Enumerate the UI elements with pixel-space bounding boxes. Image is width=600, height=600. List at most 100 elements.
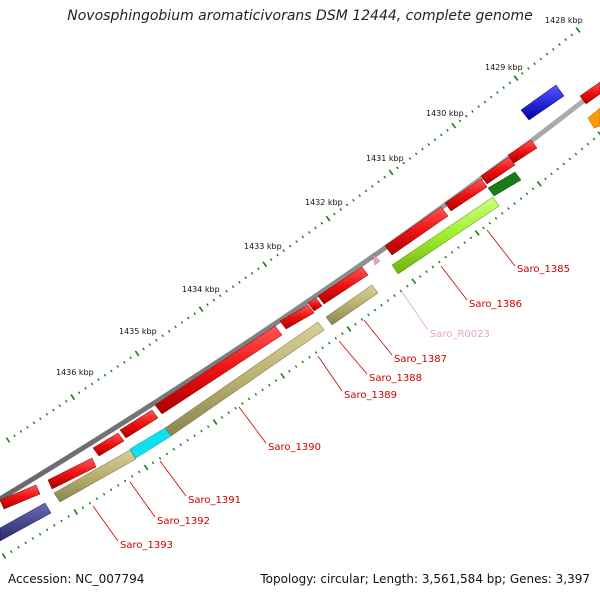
tick-mark (463, 241, 466, 245)
cds-feature[interactable] (444, 178, 488, 212)
tick-mark (295, 240, 298, 243)
cds-feature[interactable] (325, 284, 379, 326)
gene-label[interactable]: Saro_1393 (120, 540, 173, 551)
cds-feature[interactable] (47, 457, 97, 490)
tick-mark (414, 152, 418, 156)
tick-mark (341, 332, 344, 336)
tick-mark (439, 133, 443, 137)
gene-label[interactable]: Saro_1389 (344, 390, 397, 401)
tick-mark (32, 421, 36, 425)
leader-line (317, 355, 343, 392)
kbp-label: 1435 kbp (119, 327, 157, 336)
tick-mark (457, 246, 460, 249)
tick-mark (143, 464, 149, 471)
kbp-label: 1431 kbp (366, 154, 404, 163)
tick-mark (483, 100, 487, 104)
tick-mark (95, 497, 99, 501)
tick-mark (206, 303, 209, 307)
cds-feature[interactable] (317, 266, 369, 305)
gene-label[interactable]: Saro_1388 (369, 373, 422, 384)
tick-mark (489, 95, 493, 99)
tick-mark (494, 216, 498, 220)
reverse-strand-features (0, 171, 522, 542)
tick-mark (67, 515, 70, 518)
tick-mark (116, 484, 120, 487)
tick-mark (238, 280, 241, 284)
tick-mark (234, 406, 237, 410)
tick-mark (482, 226, 485, 230)
tick-mark (592, 137, 596, 141)
kbp-label: 1433 kbp (244, 242, 282, 251)
tick-mark (77, 391, 81, 395)
gene-label[interactable]: Saro_1386 (469, 299, 522, 310)
cds-feature[interactable] (507, 139, 538, 164)
tick-mark (320, 221, 324, 225)
gene-label[interactable]: Saro_1390 (268, 442, 321, 453)
leader-line (363, 319, 393, 356)
tick-mark (38, 532, 42, 536)
tick-mark (151, 461, 155, 465)
label-leaders (92, 229, 516, 542)
tick-mark (17, 545, 20, 549)
cds-feature[interactable] (480, 156, 516, 185)
cds-feature[interactable] (579, 81, 600, 105)
tick-mark (545, 52, 549, 56)
gene-label[interactable]: Saro_1385 (517, 264, 570, 275)
cds-feature[interactable] (587, 107, 600, 129)
tick-mark (288, 244, 292, 248)
tick-mark (39, 417, 42, 421)
gene-label[interactable]: Saro_1391 (188, 495, 241, 506)
cds-feature[interactable] (520, 84, 565, 121)
tick-mark (134, 350, 140, 357)
tick-mark (377, 180, 380, 184)
tick-mark (180, 321, 184, 324)
cds-feature[interactable] (53, 449, 137, 503)
leader-line (440, 265, 468, 301)
rna-feature[interactable] (372, 254, 381, 266)
tick-mark (386, 299, 390, 302)
tick-mark (544, 177, 547, 181)
tick-mark (399, 289, 403, 293)
tick-mark (254, 393, 258, 396)
tick-mark (193, 434, 196, 438)
tick-mark (536, 180, 542, 187)
cds-feature[interactable] (384, 206, 449, 256)
cds-feature[interactable] (154, 325, 283, 415)
tick-mark (314, 351, 318, 354)
kbp-label: 1429 kbp (485, 63, 523, 72)
cds-feature[interactable] (119, 409, 159, 439)
tick-mark (13, 434, 16, 438)
tick-mark (327, 341, 331, 345)
tick-mark (471, 110, 474, 113)
tick-mark (345, 203, 349, 207)
cds-feature[interactable] (92, 432, 125, 457)
inner-tick-ring (1, 131, 600, 559)
cds-feature[interactable] (0, 502, 52, 542)
leader-line (129, 481, 156, 518)
cds-feature[interactable] (391, 196, 500, 275)
gene-label[interactable]: Saro_1387 (394, 354, 447, 365)
tick-mark (431, 265, 435, 269)
cds-feature[interactable] (279, 304, 315, 330)
tick-mark (261, 388, 264, 392)
tick-mark (314, 226, 317, 230)
tick-mark (396, 166, 399, 170)
leader-line (238, 406, 267, 444)
cds-feature[interactable] (307, 297, 323, 312)
tick-mark (508, 81, 512, 85)
tick-mark (109, 488, 113, 492)
tick-mark (321, 346, 324, 350)
outer-tick-ring (5, 27, 581, 443)
cds-feature[interactable] (129, 427, 172, 459)
tick-mark (370, 184, 374, 188)
cds-feature[interactable] (487, 171, 522, 197)
cds-feature[interactable] (0, 484, 41, 510)
gene-label[interactable]: Saro_R0023 (430, 329, 490, 340)
tick-mark (227, 411, 230, 415)
tick-mark (247, 397, 251, 401)
tick-mark (167, 329, 171, 333)
tick-mark (411, 278, 417, 285)
gene-label[interactable]: Saro_1392 (157, 516, 210, 527)
tick-mark (360, 318, 364, 321)
leader-line (486, 229, 516, 267)
